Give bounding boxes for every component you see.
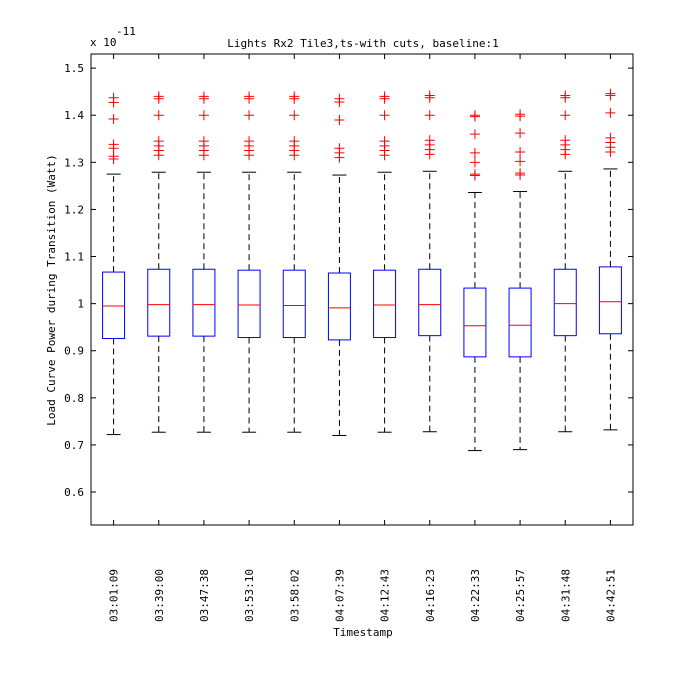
x-tick-label: 04:22:33 [469, 569, 482, 622]
x-tick-label: 03:01:09 [108, 569, 121, 622]
outlier-marker [334, 93, 345, 104]
outlier-marker [424, 90, 435, 101]
x-tick-label: 04:07:39 [333, 569, 346, 622]
box [598, 266, 622, 335]
outlier-marker [560, 135, 571, 146]
y-tick-label: 0.8 [64, 392, 84, 405]
y-tick-label: 0.7 [64, 439, 84, 452]
x-tick-label: 04:12:43 [379, 569, 392, 622]
x-tick-label: 04:31:48 [559, 569, 572, 622]
outlier-marker [469, 110, 480, 121]
y-tick-label: 1.5 [64, 62, 84, 75]
outlier-marker [469, 129, 480, 140]
box [418, 268, 442, 337]
outlier-marker [469, 157, 480, 168]
outlier-marker [289, 136, 300, 147]
box [237, 269, 261, 339]
box [192, 268, 216, 337]
y-tick-label: 1 [77, 298, 84, 311]
outlier-marker [605, 107, 616, 118]
outlier-marker [108, 92, 119, 103]
outlier-marker [153, 91, 164, 102]
outlier-marker [334, 143, 345, 154]
box [553, 268, 577, 337]
y-exponent: -11 [116, 25, 136, 38]
box [147, 268, 171, 337]
outlier-marker [560, 90, 571, 101]
outlier-marker [424, 135, 435, 146]
y-exponent-label: x 10 [90, 36, 117, 49]
outlier-marker [108, 139, 119, 150]
box [373, 269, 397, 339]
y-tick-label: 1.2 [64, 203, 84, 216]
outlier-marker [515, 156, 526, 167]
outlier-marker [515, 109, 526, 120]
outlier-marker [469, 147, 480, 158]
outlier-marker [515, 168, 526, 179]
outlier-marker [469, 169, 480, 180]
outlier-marker [424, 110, 435, 121]
box [508, 287, 532, 358]
box [282, 269, 306, 339]
outlier-marker [198, 91, 209, 102]
outlier-marker [515, 146, 526, 157]
outlier-marker [334, 114, 345, 125]
y-tick-label: 1.1 [64, 251, 84, 264]
box [102, 271, 126, 339]
chart-title: Lights Rx2 Tile3,ts-with cuts, baseline:… [227, 37, 499, 50]
outlier-marker [108, 113, 119, 124]
outlier-marker [198, 136, 209, 147]
outlier-marker [289, 110, 300, 121]
y-tick-label: 1.3 [64, 156, 84, 169]
outlier-marker [605, 88, 616, 99]
outlier-marker [560, 110, 571, 121]
outlier-marker [515, 128, 526, 139]
outlier-marker [244, 91, 255, 102]
plot-area: 0.6 0.7 0.8 0.9 1 1.1 1.2 1.3 1.4 1.5 03:01:09 03:3… [64, 53, 634, 622]
x-tick-label: 04:16:23 [424, 569, 437, 622]
axes-frame [90, 53, 634, 526]
outlier-marker [289, 91, 300, 102]
outlier-marker [244, 136, 255, 147]
outlier-marker [153, 136, 164, 147]
outlier-marker [379, 136, 390, 147]
outlier-marker [379, 110, 390, 121]
x-axis-label: Timestamp [333, 626, 393, 639]
x-tick-label: 03:47:38 [198, 569, 211, 622]
x-tick-label: 04:42:51 [604, 569, 617, 622]
outlier-marker [153, 110, 164, 121]
y-tick-label: 0.6 [64, 486, 84, 499]
x-tick-label: 03:39:00 [153, 569, 166, 622]
x-tick-label: 04:25:57 [514, 569, 527, 622]
y-tick-label: 0.9 [64, 345, 84, 358]
outlier-marker [198, 110, 209, 121]
box [327, 272, 351, 341]
outlier-marker [379, 91, 390, 102]
outlier-marker [605, 132, 616, 143]
y-axis-label: Load Curve Power during Transition (Watt… [45, 154, 58, 426]
x-tick-label: 03:58:02 [288, 569, 301, 622]
y-tick-label: 1.4 [64, 109, 84, 122]
box [463, 287, 487, 358]
outlier-marker [244, 110, 255, 121]
x-tick-label: 03:53:10 [243, 569, 256, 622]
